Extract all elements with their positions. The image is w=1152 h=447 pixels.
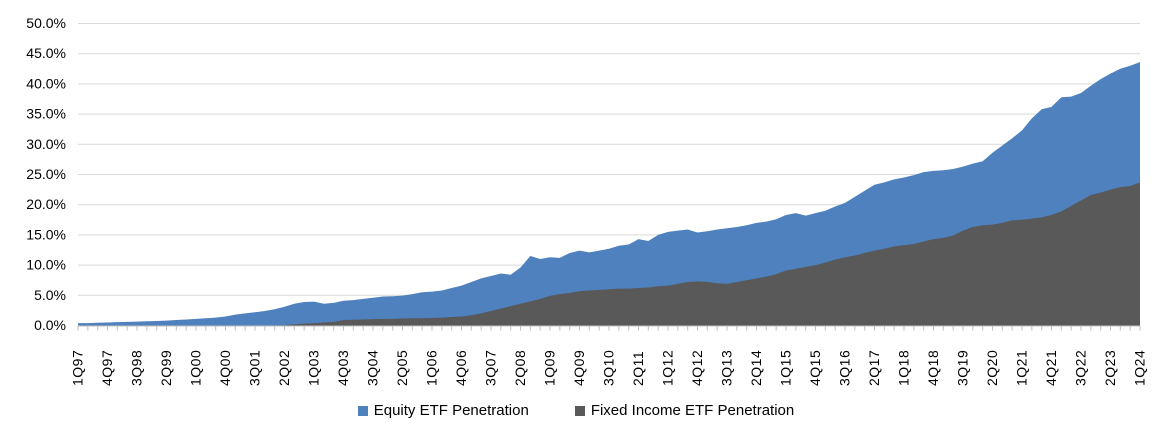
svg-text:2Q02: 2Q02 bbox=[276, 350, 292, 386]
fixed-income-legend-label: Fixed Income ETF Penetration bbox=[590, 402, 795, 419]
svg-text:1Q09: 1Q09 bbox=[542, 350, 558, 386]
svg-text:5.0%: 5.0% bbox=[34, 287, 66, 303]
svg-text:3Q19: 3Q19 bbox=[955, 350, 971, 386]
svg-text:4Q06: 4Q06 bbox=[453, 350, 469, 386]
svg-text:10.0%: 10.0% bbox=[26, 257, 66, 273]
svg-text:4Q00: 4Q00 bbox=[217, 350, 233, 386]
svg-text:1Q24: 1Q24 bbox=[1132, 350, 1148, 386]
legend-item-fixed-income: Fixed Income ETF Penetration bbox=[574, 402, 795, 420]
svg-text:1Q21: 1Q21 bbox=[1014, 350, 1030, 386]
svg-text:3Q22: 3Q22 bbox=[1073, 350, 1089, 386]
svg-text:3Q16: 3Q16 bbox=[837, 350, 853, 386]
svg-text:2Q20: 2Q20 bbox=[984, 350, 1000, 386]
svg-text:1Q97: 1Q97 bbox=[70, 350, 86, 386]
svg-text:4Q03: 4Q03 bbox=[335, 350, 351, 386]
svg-text:4Q18: 4Q18 bbox=[925, 350, 941, 386]
svg-text:25.0%: 25.0% bbox=[26, 166, 66, 182]
equity-legend-label: Equity ETF Penetration bbox=[373, 402, 529, 419]
svg-text:3Q10: 3Q10 bbox=[601, 350, 617, 386]
svg-text:0.0%: 0.0% bbox=[34, 317, 66, 333]
svg-text:2Q05: 2Q05 bbox=[394, 350, 410, 386]
svg-text:50.0%: 50.0% bbox=[26, 15, 66, 31]
svg-text:45.0%: 45.0% bbox=[26, 45, 66, 61]
svg-text:15.0%: 15.0% bbox=[26, 226, 66, 242]
svg-text:3Q98: 3Q98 bbox=[129, 350, 145, 386]
svg-text:1Q15: 1Q15 bbox=[778, 350, 794, 386]
svg-text:2Q14: 2Q14 bbox=[748, 350, 764, 386]
svg-text:4Q09: 4Q09 bbox=[571, 350, 587, 386]
svg-text:4Q21: 4Q21 bbox=[1043, 350, 1059, 386]
svg-text:3Q01: 3Q01 bbox=[247, 350, 263, 386]
svg-text:2Q08: 2Q08 bbox=[512, 350, 528, 386]
svg-text:2Q17: 2Q17 bbox=[866, 350, 882, 386]
svg-text:30.0%: 30.0% bbox=[26, 136, 66, 152]
fixed-income-legend-swatch-icon bbox=[574, 406, 585, 416]
svg-text:4Q97: 4Q97 bbox=[99, 350, 115, 386]
svg-text:1Q18: 1Q18 bbox=[896, 350, 912, 386]
svg-text:4Q15: 4Q15 bbox=[807, 350, 823, 386]
svg-text:4Q12: 4Q12 bbox=[689, 350, 705, 386]
svg-text:1Q00: 1Q00 bbox=[188, 350, 204, 386]
svg-text:1Q06: 1Q06 bbox=[424, 350, 440, 386]
svg-text:20.0%: 20.0% bbox=[26, 196, 66, 212]
svg-text:3Q07: 3Q07 bbox=[483, 350, 499, 386]
svg-text:2Q99: 2Q99 bbox=[158, 350, 174, 386]
svg-text:2Q23: 2Q23 bbox=[1102, 350, 1118, 386]
svg-text:1Q12: 1Q12 bbox=[660, 350, 676, 386]
svg-text:2Q11: 2Q11 bbox=[630, 351, 646, 386]
equity-legend-swatch-icon bbox=[357, 406, 368, 416]
chart-legend: Equity ETF Penetration Fixed Income ETF … bbox=[0, 402, 1152, 420]
svg-text:1Q03: 1Q03 bbox=[306, 350, 322, 386]
legend-item-equity: Equity ETF Penetration bbox=[357, 402, 529, 420]
svg-text:3Q13: 3Q13 bbox=[719, 350, 735, 386]
svg-text:3Q04: 3Q04 bbox=[365, 350, 381, 386]
svg-text:40.0%: 40.0% bbox=[26, 75, 66, 91]
svg-text:35.0%: 35.0% bbox=[26, 106, 66, 122]
